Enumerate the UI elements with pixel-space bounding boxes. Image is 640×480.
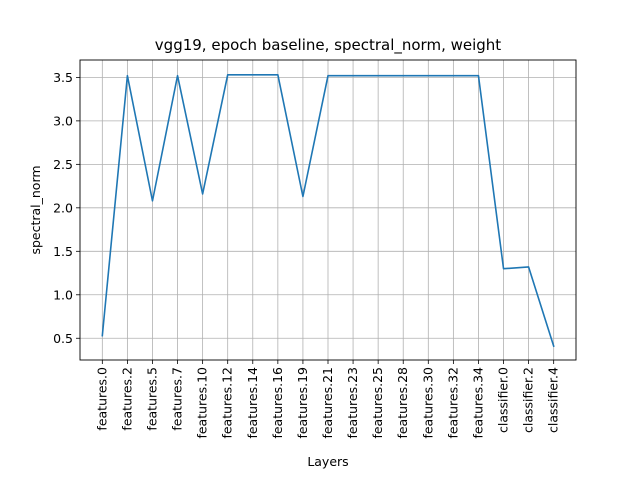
x-tick-label: features.25 bbox=[370, 367, 385, 439]
y-tick-label: 2.0 bbox=[53, 200, 73, 215]
x-tick-labels: features.0 features.2 features.5 features.7… bbox=[94, 367, 560, 439]
grid bbox=[80, 60, 576, 360]
y-tick-label: 1.5 bbox=[53, 244, 73, 259]
x-tick-label: features.10 bbox=[195, 367, 210, 439]
y-tick-label: 3.5 bbox=[53, 70, 73, 85]
series-line-0 bbox=[101, 73, 555, 348]
x-tick-label: features.34 bbox=[470, 367, 485, 439]
x-tick-label: classifier.0 bbox=[496, 367, 511, 433]
x-tick-label: features.32 bbox=[445, 367, 460, 439]
y-tick-label: 0.5 bbox=[53, 331, 73, 346]
x-tick-label: features.23 bbox=[345, 367, 360, 439]
series-layer bbox=[101, 73, 555, 348]
x-tick-label: features.28 bbox=[395, 367, 410, 439]
x-tick-label: features.5 bbox=[144, 367, 159, 431]
x-tick-label: features.7 bbox=[170, 367, 185, 431]
x-tick-label: features.12 bbox=[220, 367, 235, 439]
y-tick-labels: 0.5 1.0 1.5 2.0 2.5 3.0 3.5 bbox=[53, 70, 73, 346]
y-tick-label: 3.0 bbox=[53, 113, 73, 128]
x-tick-label: features.16 bbox=[270, 367, 285, 439]
x-tick-label: features.0 bbox=[94, 367, 109, 431]
x-tick-label: features.19 bbox=[295, 367, 310, 439]
x-axis-title: Layers bbox=[307, 454, 348, 469]
y-tick-label: 2.5 bbox=[53, 157, 73, 172]
ticks bbox=[76, 76, 555, 364]
y-axis-title: spectral_norm bbox=[28, 165, 43, 254]
x-tick-label: features.21 bbox=[320, 367, 335, 439]
y-tick-label: 1.0 bbox=[53, 287, 73, 302]
chart-title: vgg19, epoch baseline, spectral_norm, we… bbox=[155, 36, 502, 55]
x-tick-label: classifier.2 bbox=[521, 367, 536, 433]
x-tick-label: features.14 bbox=[245, 367, 260, 439]
x-tick-label: features.30 bbox=[420, 367, 435, 439]
x-tick-label: features.2 bbox=[119, 367, 134, 431]
x-tick-label: classifier.4 bbox=[546, 367, 561, 433]
